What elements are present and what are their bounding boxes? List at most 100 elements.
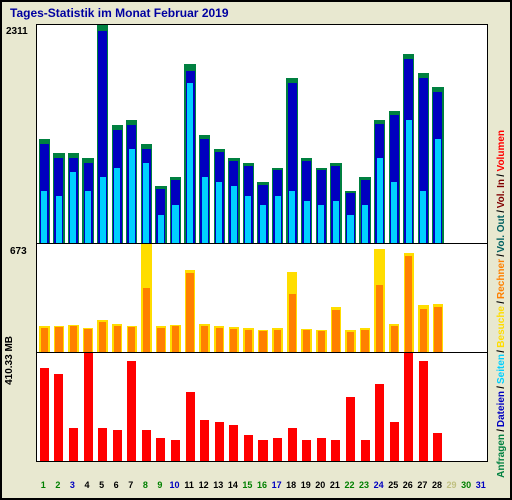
- legend-rechner: Rechner: [496, 259, 507, 299]
- xtick: 12: [199, 480, 209, 490]
- chart-frame: Tages-Statistik im Monat Februar 2019 23…: [0, 0, 512, 500]
- ylabel-mid: 673: [10, 246, 27, 257]
- xtick: 14: [228, 480, 238, 490]
- bar-volumen: [244, 435, 253, 461]
- legend-seiten: Seiten: [496, 354, 507, 384]
- xtick: 1: [41, 480, 46, 490]
- bar-seiten: [231, 186, 237, 243]
- bar-volumen: [433, 433, 442, 461]
- xtick: 28: [432, 480, 442, 490]
- bar-rechner: [347, 332, 354, 352]
- bar-seiten: [245, 196, 251, 243]
- bar-rechner: [405, 256, 412, 352]
- bar-rechner: [318, 331, 325, 352]
- bar-rechner: [128, 327, 135, 352]
- bar-seiten: [347, 215, 353, 243]
- bar-volumen: [84, 353, 93, 461]
- bar-seiten: [158, 215, 164, 243]
- bar-seiten: [100, 177, 106, 243]
- bar-volumen: [302, 440, 311, 461]
- legend-vol-in: Vol. In: [496, 179, 507, 208]
- bar-rechner: [41, 328, 48, 352]
- xtick: 22: [344, 480, 354, 490]
- xtick: 15: [242, 480, 252, 490]
- bar-seiten: [435, 139, 441, 243]
- xtick: 27: [417, 480, 427, 490]
- bar-rechner: [332, 310, 339, 352]
- bar-volumen: [419, 361, 428, 461]
- bar-seiten: [304, 201, 310, 243]
- bar-seiten: [420, 191, 426, 243]
- bar-volumen: [215, 422, 224, 461]
- bar-seiten: [362, 205, 368, 243]
- bar-seiten: [85, 191, 91, 243]
- xtick: 20: [315, 480, 325, 490]
- bar-seiten: [129, 149, 135, 243]
- xtick: 7: [128, 480, 133, 490]
- legend-separator: /: [496, 386, 507, 389]
- bar-volumen: [346, 397, 355, 461]
- xtick: 11: [184, 480, 194, 490]
- bar-rechner: [201, 326, 208, 352]
- bar-seiten: [70, 172, 76, 243]
- bar-rechner: [216, 328, 223, 352]
- xtick: 16: [257, 480, 267, 490]
- bar-rechner: [84, 329, 91, 352]
- bar-rechner: [143, 288, 150, 352]
- bar-rechner: [114, 326, 121, 352]
- bar-rechner: [420, 309, 427, 352]
- bar-rechner: [245, 330, 252, 352]
- ylabel-bot: 410.33 MB: [4, 336, 15, 385]
- xtick: 18: [286, 480, 296, 490]
- legend-dateien: Dateien: [496, 391, 507, 427]
- bar-volumen: [142, 430, 151, 461]
- bar-seiten: [216, 182, 222, 243]
- bar-volumen: [186, 392, 195, 461]
- xtick: 30: [461, 480, 471, 490]
- bar-rechner: [274, 330, 281, 352]
- xtick: 4: [85, 480, 90, 490]
- panel-mid: [36, 243, 488, 353]
- bar-seiten: [333, 201, 339, 243]
- bar-rechner: [230, 329, 237, 352]
- bar-seiten: [318, 205, 324, 243]
- bar-seiten: [41, 191, 47, 243]
- bar-volumen: [273, 438, 282, 461]
- bar-volumen: [171, 440, 180, 461]
- legend-separator: /: [496, 301, 507, 304]
- xtick: 17: [272, 480, 282, 490]
- bar-rechner: [289, 294, 296, 352]
- xtick: 29: [447, 480, 457, 490]
- bar-seiten: [172, 205, 178, 243]
- xtick: 21: [330, 480, 340, 490]
- bar-volumen: [127, 361, 136, 461]
- xtick: 13: [213, 480, 223, 490]
- bar-volumen: [288, 428, 297, 461]
- bar-seiten: [391, 182, 397, 243]
- xtick: 24: [374, 480, 384, 490]
- bar-rechner: [361, 330, 368, 352]
- bar-volumen: [361, 440, 370, 461]
- bar-rechner: [259, 331, 266, 352]
- bar-seiten: [260, 205, 266, 243]
- plot-area: [36, 24, 488, 478]
- xtick: 10: [170, 480, 180, 490]
- legend-vol-out: Vol. Out: [496, 215, 507, 253]
- xtick: 9: [157, 480, 162, 490]
- bar-seiten: [406, 120, 412, 243]
- chart-title: Tages-Statistik im Monat Februar 2019: [10, 6, 229, 20]
- bar-rechner: [55, 327, 62, 352]
- bar-seiten: [275, 196, 281, 243]
- x-axis: 1234567891011121314151617181920212223242…: [36, 480, 488, 494]
- xtick: 26: [403, 480, 413, 490]
- bar-rechner: [172, 326, 179, 352]
- xtick: 6: [114, 480, 119, 490]
- xtick: 5: [99, 480, 104, 490]
- bar-volumen: [331, 440, 340, 461]
- legend-separator: /: [496, 174, 507, 177]
- bar-volumen: [375, 384, 384, 461]
- legend: Anfragen/Dateien/Seiten/Besuche/Rechner/…: [494, 24, 508, 478]
- legend-separator: /: [496, 254, 507, 257]
- bar-rechner: [157, 328, 164, 352]
- legend-volumen: Volumen: [496, 130, 507, 171]
